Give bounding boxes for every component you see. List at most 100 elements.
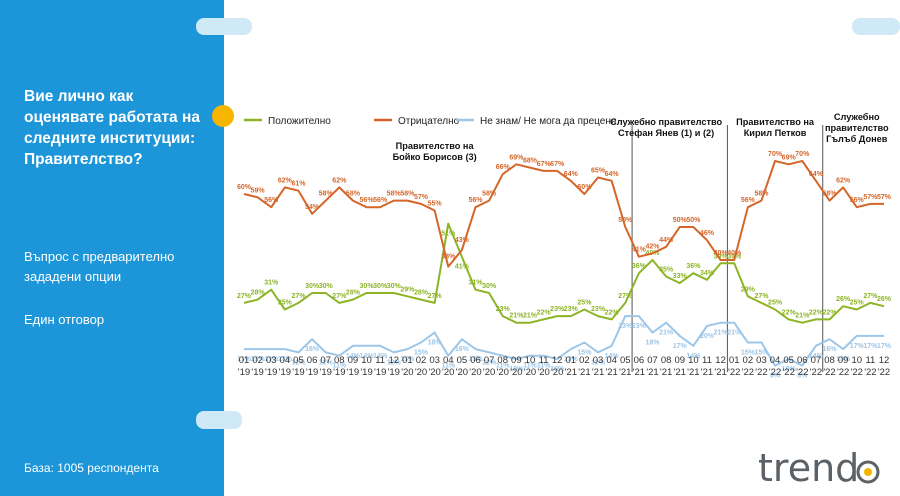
data-label-s3-31: 21% bbox=[659, 330, 674, 337]
x-tick-month-2: 03 bbox=[266, 355, 277, 366]
data-label-s3-13: 15% bbox=[414, 350, 429, 357]
x-tick-year-22: '20 bbox=[537, 367, 549, 378]
data-label-s2-0: 60% bbox=[237, 184, 252, 191]
x-tick-year-1: '19 bbox=[251, 367, 263, 378]
x-tick-year-9: '19 bbox=[360, 367, 372, 378]
data-label-s2-36: 40% bbox=[727, 250, 742, 257]
x-tick-year-37: '22 bbox=[742, 367, 754, 378]
data-label-s3-21: 11% bbox=[523, 363, 537, 370]
x-tick-year-40: '22 bbox=[782, 367, 794, 378]
x-tick-year-21: '20 bbox=[524, 367, 536, 378]
data-label-s3-33: 14% bbox=[686, 353, 701, 360]
x-tick-year-43: '22 bbox=[823, 367, 835, 378]
x-tick-month-27: 04 bbox=[606, 355, 617, 366]
data-label-s3-1: 13% bbox=[251, 356, 266, 363]
data-label-s1-9: 30% bbox=[360, 283, 375, 290]
x-tick-year-41: '22 bbox=[796, 367, 808, 378]
x-tick-year-17: '20 bbox=[469, 367, 481, 378]
x-tick-month-23: 12 bbox=[552, 355, 563, 366]
data-label-s1-41: 21% bbox=[795, 313, 810, 320]
data-label-s2-9: 56% bbox=[360, 197, 375, 204]
x-tick-month-6: 07 bbox=[320, 355, 331, 366]
data-label-s2-11: 58% bbox=[387, 191, 402, 198]
data-label-s1-4: 27% bbox=[291, 293, 306, 300]
data-label-s3-4: 12% bbox=[291, 359, 306, 366]
data-label-s3-32: 17% bbox=[673, 343, 688, 350]
data-label-s1-43: 22% bbox=[823, 309, 838, 316]
period-annotation-3-line-2: Кирил Петков bbox=[744, 128, 807, 138]
x-tick-month-15: 04 bbox=[443, 355, 454, 366]
answer-note: Един отговор bbox=[24, 312, 105, 327]
x-tick-month-3: 04 bbox=[280, 355, 291, 366]
data-label-s2-5: 54% bbox=[305, 204, 320, 211]
data-label-s1-39: 25% bbox=[768, 300, 783, 307]
data-label-s1-14: 27% bbox=[428, 293, 443, 300]
data-label-s2-23: 67% bbox=[550, 161, 565, 168]
data-label-s2-27: 64% bbox=[605, 171, 620, 178]
x-tick-month-28: 05 bbox=[620, 355, 631, 366]
series-line-3 bbox=[244, 315, 884, 367]
x-tick-month-17: 06 bbox=[470, 355, 481, 366]
data-label-s3-16: 16% bbox=[455, 346, 470, 353]
data-label-s2-14: 55% bbox=[428, 201, 443, 208]
data-label-s2-33: 50% bbox=[686, 217, 701, 224]
x-tick-month-34: 11 bbox=[702, 355, 712, 366]
data-label-s1-46: 27% bbox=[863, 293, 878, 300]
x-tick-year-16: '20 bbox=[456, 367, 468, 378]
data-label-s1-34: 34% bbox=[700, 270, 715, 277]
data-label-s1-6: 30% bbox=[319, 283, 334, 290]
x-tick-year-25: '21 bbox=[578, 367, 590, 378]
data-label-s2-8: 58% bbox=[346, 191, 361, 198]
question-note-line-1: Въпрос с предварително bbox=[24, 249, 175, 264]
x-tick-month-14: 03 bbox=[429, 355, 440, 366]
question-note-line-2: зададени опции bbox=[24, 269, 122, 284]
logo-circle-icon bbox=[856, 460, 880, 484]
data-label-s2-45: 56% bbox=[850, 197, 865, 204]
x-tick-month-37: 02 bbox=[743, 355, 754, 366]
trend-logo-text: trend bbox=[758, 446, 859, 490]
data-label-s2-10: 56% bbox=[373, 197, 388, 204]
x-tick-year-19: '20 bbox=[497, 367, 509, 378]
x-tick-year-44: '22 bbox=[837, 367, 849, 378]
data-label-s3-7: 11% bbox=[333, 363, 347, 370]
x-tick-month-10: 11 bbox=[375, 355, 385, 366]
trend-logo: trend bbox=[758, 446, 880, 490]
data-label-s2-2: 56% bbox=[264, 197, 279, 204]
data-label-s2-21: 68% bbox=[523, 158, 538, 165]
x-tick-year-45: '22 bbox=[851, 367, 863, 378]
data-label-s2-30: 42% bbox=[646, 243, 661, 250]
x-tick-year-10: '19 bbox=[374, 367, 386, 378]
x-tick-year-35: '21 bbox=[714, 367, 726, 378]
x-tick-year-34: '21 bbox=[701, 367, 713, 378]
x-tick-year-27: '21 bbox=[605, 367, 617, 378]
data-label-s1-2: 31% bbox=[264, 280, 279, 287]
data-label-s1-17: 31% bbox=[468, 280, 483, 287]
x-tick-month-7: 08 bbox=[334, 355, 345, 366]
accent-dot bbox=[212, 105, 234, 127]
period-annotation-4-line-2: правителство bbox=[825, 123, 889, 133]
x-tick-year-11: '19 bbox=[388, 367, 400, 378]
x-tick-month-29: 06 bbox=[634, 355, 645, 366]
period-annotation-2-line-1: Служебно правителство bbox=[610, 117, 722, 127]
x-tick-month-39: 04 bbox=[770, 355, 781, 366]
x-tick-year-4: '19 bbox=[292, 367, 304, 378]
data-label-s1-24: 23% bbox=[564, 306, 579, 313]
data-label-s1-33: 36% bbox=[686, 263, 701, 270]
data-label-s1-20: 21% bbox=[509, 313, 524, 320]
data-label-s3-29: 23% bbox=[632, 323, 647, 330]
sample-base: База: 1005 респондента bbox=[24, 461, 159, 475]
data-label-s2-1: 59% bbox=[251, 187, 266, 194]
data-label-s3-46: 17% bbox=[863, 343, 878, 350]
period-annotation-2-line-2: Стефан Янев (1) и (2) bbox=[618, 128, 714, 138]
x-tick-month-25: 02 bbox=[579, 355, 590, 366]
data-label-s2-12: 58% bbox=[400, 191, 415, 198]
x-tick-year-20: '20 bbox=[510, 367, 522, 378]
series-line-2 bbox=[243, 160, 884, 268]
x-tick-month-12: 01 bbox=[402, 355, 413, 366]
x-tick-year-33: '21 bbox=[687, 367, 699, 378]
period-annotation-4-line-1: Служебно bbox=[834, 112, 880, 122]
data-label-s1-13: 28% bbox=[414, 290, 429, 297]
x-tick-year-29: '21 bbox=[633, 367, 645, 378]
data-label-s3-14: 18% bbox=[428, 340, 443, 347]
data-label-s2-22: 67% bbox=[537, 161, 552, 168]
